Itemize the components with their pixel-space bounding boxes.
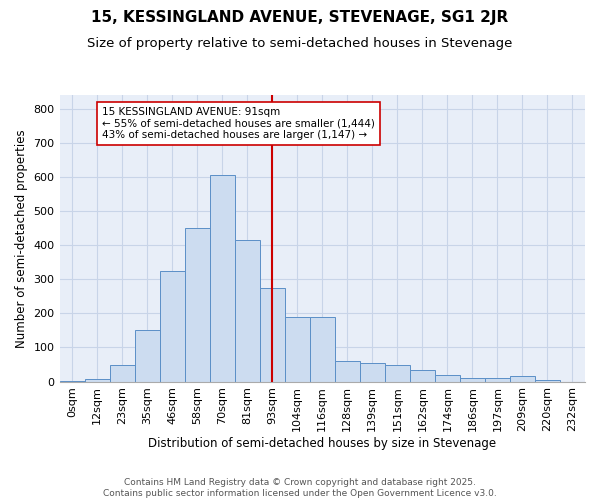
Bar — [85, 379, 110, 382]
Bar — [59, 381, 85, 382]
Bar — [435, 375, 460, 382]
Y-axis label: Number of semi-detached properties: Number of semi-detached properties — [15, 129, 28, 348]
Bar — [260, 288, 285, 382]
Bar — [460, 378, 485, 382]
Bar — [485, 378, 510, 382]
X-axis label: Distribution of semi-detached houses by size in Stevenage: Distribution of semi-detached houses by … — [148, 437, 496, 450]
Bar — [410, 370, 435, 382]
Bar — [310, 317, 335, 382]
Bar — [285, 317, 310, 382]
Bar — [209, 175, 235, 382]
Text: 15, KESSINGLAND AVENUE, STEVENAGE, SG1 2JR: 15, KESSINGLAND AVENUE, STEVENAGE, SG1 2… — [91, 10, 509, 25]
Bar — [335, 361, 360, 382]
Text: Contains HM Land Registry data © Crown copyright and database right 2025.
Contai: Contains HM Land Registry data © Crown c… — [103, 478, 497, 498]
Bar — [110, 364, 134, 382]
Bar — [360, 363, 385, 382]
Bar — [385, 364, 410, 382]
Bar — [510, 376, 535, 382]
Text: Size of property relative to semi-detached houses in Stevenage: Size of property relative to semi-detach… — [88, 38, 512, 51]
Bar — [160, 270, 185, 382]
Bar — [535, 380, 560, 382]
Bar — [235, 240, 260, 382]
Bar — [134, 330, 160, 382]
Text: 15 KESSINGLAND AVENUE: 91sqm
← 55% of semi-detached houses are smaller (1,444)
4: 15 KESSINGLAND AVENUE: 91sqm ← 55% of se… — [102, 107, 375, 140]
Bar — [185, 228, 209, 382]
